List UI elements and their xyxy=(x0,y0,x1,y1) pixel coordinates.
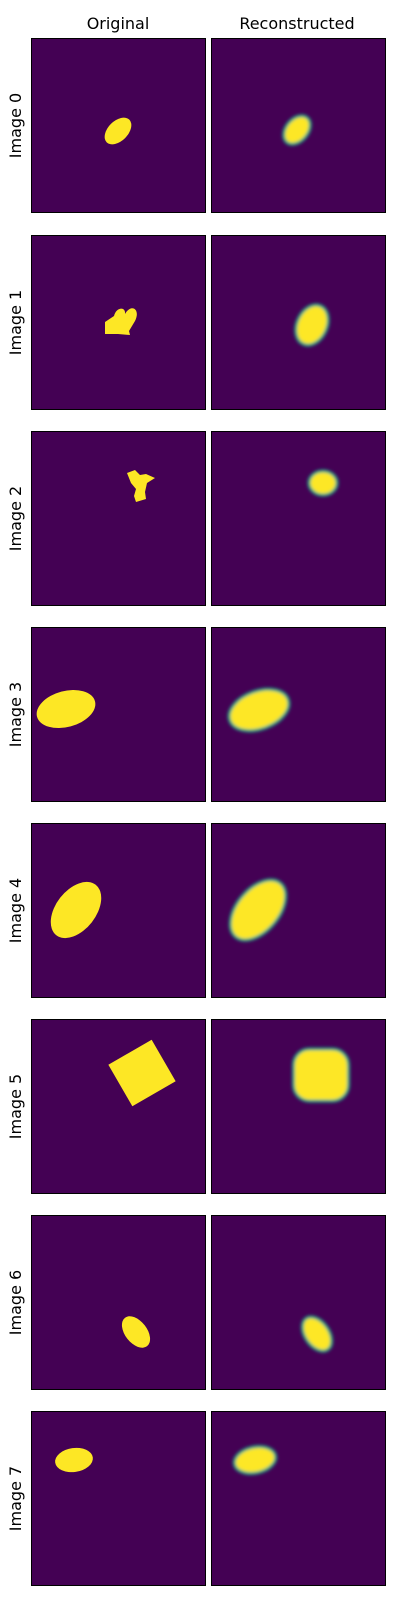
original-shape xyxy=(108,1039,176,1107)
panel-grid: Image 0 Image 1 Image 2 Image 3 Image 4 Image… xyxy=(6,38,386,1586)
reconstructed-image-panel xyxy=(211,627,386,802)
reconstructed-image-panel xyxy=(211,823,386,998)
panel-frame xyxy=(211,627,386,802)
panel-frame xyxy=(211,431,386,606)
reconstructed-shape xyxy=(307,469,339,497)
panel-frame xyxy=(211,1019,386,1194)
row-label: Image 5 xyxy=(6,1074,25,1139)
reconstructed-image-panel xyxy=(211,431,386,606)
panel-background xyxy=(31,1215,206,1390)
reconstructed-shape xyxy=(227,687,291,733)
panel-frame xyxy=(211,823,386,998)
original-image-panel xyxy=(31,1411,206,1586)
row-label: Image 7 xyxy=(6,1466,25,1531)
panel-frame xyxy=(211,1411,386,1586)
original-image-panel xyxy=(31,38,206,213)
panel-background xyxy=(211,1411,386,1586)
row-label: Image 3 xyxy=(6,682,25,747)
panel-background xyxy=(211,1019,386,1194)
panel-frame xyxy=(211,1215,386,1390)
panel-frame xyxy=(31,1019,206,1194)
panel-frame xyxy=(31,38,206,213)
original-image-panel xyxy=(31,1215,206,1390)
reconstructed-shape xyxy=(292,1047,350,1103)
row-label: Image 2 xyxy=(6,486,25,551)
original-shape xyxy=(105,308,137,335)
panel-background xyxy=(31,431,206,606)
panel-background xyxy=(211,1215,386,1390)
column-title-original: Original xyxy=(87,14,150,33)
row-label: Image 1 xyxy=(6,290,25,355)
row-label: Image 0 xyxy=(6,93,25,158)
original-image-panel xyxy=(31,235,206,410)
reconstructed-shape xyxy=(294,303,330,347)
reconstructed-shape xyxy=(232,1445,278,1475)
panel-frame xyxy=(31,1411,206,1586)
panel-frame xyxy=(211,38,386,213)
reconstructed-image-panel xyxy=(211,1019,386,1194)
reconstructed-shape xyxy=(282,114,312,146)
column-title-reconstructed: Reconstructed xyxy=(239,14,354,33)
panel-background xyxy=(31,1411,206,1586)
panel-frame xyxy=(31,1215,206,1390)
original-shape xyxy=(104,117,132,145)
reconstructed-image-panel xyxy=(211,38,386,213)
original-shape xyxy=(36,689,96,729)
panel-frame xyxy=(31,823,206,998)
original-image-panel xyxy=(31,431,206,606)
original-shape xyxy=(50,881,102,939)
row-label: Image 4 xyxy=(6,878,25,943)
reconstructed-image-panel xyxy=(211,1411,386,1586)
panel-frame xyxy=(31,431,206,606)
panel-frame xyxy=(31,627,206,802)
original-shape xyxy=(55,1447,93,1473)
row-label: Image 6 xyxy=(6,1270,25,1335)
original-shape xyxy=(127,470,155,502)
panel-frame xyxy=(211,235,386,410)
reconstructed-shape xyxy=(228,878,288,942)
original-image-panel xyxy=(31,627,206,802)
panel-background xyxy=(31,1019,206,1194)
reconstructed-image-panel xyxy=(211,235,386,410)
original-shape xyxy=(121,1316,151,1348)
panel-frame xyxy=(31,235,206,410)
reconstructed-shape xyxy=(300,1315,334,1353)
panel-background xyxy=(211,431,386,606)
original-image-panel xyxy=(31,1019,206,1194)
reconstructed-image-panel xyxy=(211,1215,386,1390)
original-image-panel xyxy=(31,823,206,998)
